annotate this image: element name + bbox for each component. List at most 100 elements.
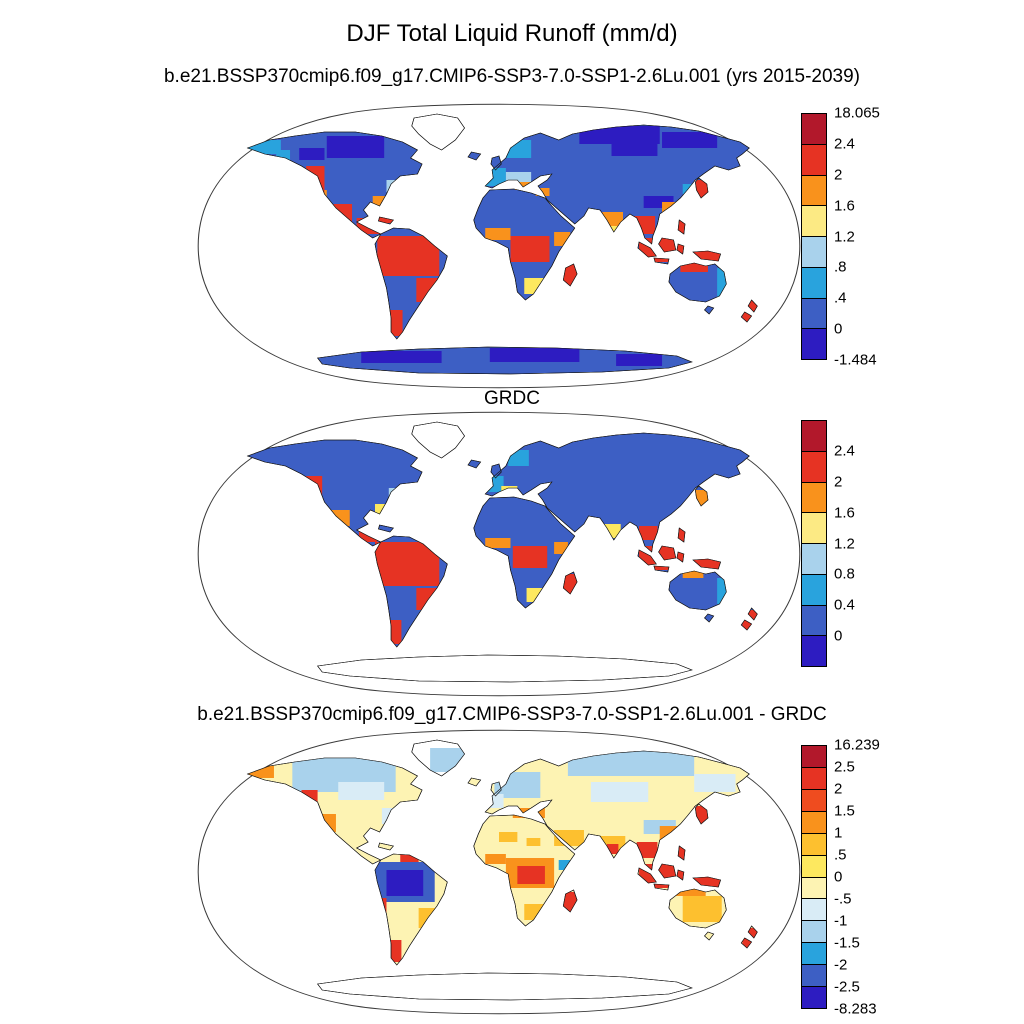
data-cell-patch — [388, 940, 402, 962]
coastline-madagascar — [562, 889, 578, 913]
colorbar-tick-label: 1.5 — [834, 802, 855, 820]
data-cell-patch — [616, 354, 663, 366]
colorbar-cell — [802, 297, 826, 329]
coastlines — [246, 739, 758, 1001]
colorbar-cell — [802, 266, 826, 298]
colorbar-tick-label: -1 — [834, 912, 848, 930]
coastline-uk — [490, 155, 502, 171]
data-cell-patch — [554, 830, 584, 846]
data-cell-patch — [388, 488, 405, 500]
data-cell-patch — [386, 180, 405, 192]
colorbar-tick-label: 0 — [834, 868, 843, 886]
coastline-nz_north — [747, 925, 758, 939]
data-cell-patch — [375, 898, 387, 938]
data-cell-patch — [694, 180, 713, 200]
colorbar-cell — [802, 766, 826, 789]
coastline-borneo — [658, 545, 677, 561]
coastline-antarctica — [317, 654, 693, 683]
colorbar-tick-label: 18.065 — [834, 104, 880, 122]
coastline-eurasia — [484, 124, 750, 245]
coastline-africa — [473, 188, 576, 301]
map-model — [189, 96, 809, 396]
coastline-sumatra — [637, 549, 657, 566]
coastline-greenland — [411, 113, 465, 151]
data-cell-patch — [526, 838, 541, 846]
data-cell-patch — [276, 150, 291, 166]
data-cell-patch — [400, 854, 419, 862]
colorbar-tick-label: 0 — [834, 627, 843, 645]
colorbar-tick-label: .5 — [834, 846, 847, 864]
colorbar-cell — [802, 964, 826, 987]
colorbar-model: 18.065 2.4 2 1.6 1.2 .8 .4 0 -1.484 — [801, 105, 921, 369]
coastline-tasmania — [704, 613, 715, 623]
data-cell-patch — [430, 748, 465, 772]
colorbar-cell — [802, 174, 826, 206]
colorbar-cell — [802, 573, 826, 605]
panel-subtitle-difference: b.e21.BSSP370cmip6.f09_g17.CMIP6-SSP3-7.… — [197, 704, 827, 725]
map-3-svg — [197, 729, 801, 1015]
data-cell-patch — [306, 476, 323, 500]
map-difference — [189, 722, 809, 1022]
data-cell-patch — [590, 782, 649, 802]
data-cell-patch — [512, 546, 548, 568]
data-cell-patch — [639, 526, 658, 540]
data-cell-patch — [554, 232, 571, 246]
map-1-svg — [197, 103, 801, 389]
data-cell-patch — [602, 212, 623, 228]
colorbar-bar — [801, 745, 827, 1009]
coastline-iceland — [467, 151, 482, 161]
data-cell-patch — [508, 450, 529, 466]
coastline-madagascar — [562, 571, 578, 595]
data-cell-patch — [306, 166, 325, 194]
coastlines — [246, 113, 758, 375]
data-cell-patch — [358, 528, 378, 542]
coastline-cuba — [378, 842, 394, 851]
coastline-uk — [490, 781, 502, 797]
coastline-antarctica — [317, 972, 693, 1001]
panel-subtitle-model: b.e21.BSSP370cmip6.f09_g17.CMIP6-SSP3-7.… — [163, 66, 861, 87]
map-2-svg — [197, 411, 801, 697]
data-cell-patch — [482, 168, 506, 186]
colorbar-cell — [802, 746, 826, 767]
data-cell-patch — [388, 310, 403, 336]
colorbar-tick-label: 0.8 — [834, 565, 855, 583]
coastline-borneo — [658, 863, 677, 879]
data-cell-patch — [499, 832, 518, 842]
coastline-nz_south — [740, 311, 753, 323]
coastline-nz_south — [740, 937, 753, 949]
data-cell-patch — [331, 510, 350, 526]
data-cell-patch — [489, 348, 580, 362]
colorbar-tick-label: 2 — [834, 780, 843, 798]
colorbar-cell — [802, 876, 826, 899]
colorbar-cell — [802, 543, 826, 574]
coastline-japan — [694, 177, 709, 199]
coastline-africa — [473, 496, 576, 609]
projection-outline — [197, 729, 801, 1015]
data-cell-patch — [675, 888, 706, 896]
landmass-northamerica — [246, 439, 423, 547]
colorbar-bar — [801, 420, 827, 667]
coastlines — [246, 421, 758, 683]
data-cell-patch — [682, 570, 704, 578]
coastline-newguinea — [692, 250, 722, 262]
data-cell-patch — [717, 578, 729, 604]
coastline-java — [653, 257, 670, 265]
coastline-madagascar — [562, 263, 578, 287]
coastline-australia — [668, 888, 727, 929]
coastline-northamerica — [246, 757, 423, 865]
colorbar-cell — [802, 143, 826, 175]
data-cell-patch — [567, 750, 695, 776]
coastline-java — [653, 883, 670, 891]
data-cell-patch — [606, 844, 619, 854]
coastline-philippines — [677, 845, 686, 861]
colorbar-cell — [802, 236, 826, 267]
data-cell-patch — [510, 236, 550, 262]
coastline-newguinea — [692, 876, 722, 888]
data-cell-patch — [416, 588, 437, 610]
coastline-australia — [668, 570, 727, 611]
colorbar-cell — [802, 920, 826, 943]
coastline-sulawesi — [676, 551, 685, 563]
projection-outline — [197, 103, 801, 389]
coastline-antarctica — [317, 346, 693, 375]
data-cell-patch — [361, 351, 442, 363]
